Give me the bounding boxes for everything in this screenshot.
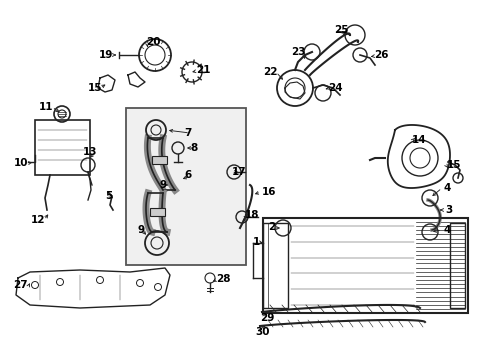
- Text: 13: 13: [82, 147, 97, 157]
- Bar: [152, 156, 167, 164]
- Text: 9: 9: [160, 180, 167, 190]
- Text: 5: 5: [104, 191, 112, 201]
- Text: 9: 9: [138, 225, 145, 235]
- Bar: [449, 223, 464, 308]
- Text: 25: 25: [333, 25, 348, 35]
- Bar: [263, 223, 287, 308]
- Text: 11: 11: [39, 102, 53, 112]
- Text: 15: 15: [87, 83, 102, 93]
- Text: 12: 12: [30, 215, 45, 225]
- Text: 1: 1: [252, 237, 260, 247]
- Text: 7: 7: [184, 128, 192, 138]
- Text: 29: 29: [260, 313, 274, 323]
- Text: 20: 20: [146, 37, 160, 47]
- Text: 26: 26: [373, 50, 387, 60]
- Text: 10: 10: [14, 158, 28, 168]
- Text: 17: 17: [231, 167, 246, 177]
- Text: 30: 30: [254, 327, 269, 337]
- Text: 23: 23: [291, 47, 305, 57]
- Text: 24: 24: [327, 83, 342, 93]
- Text: 3: 3: [444, 205, 451, 215]
- Text: 6: 6: [184, 170, 192, 180]
- Text: 21: 21: [196, 65, 210, 75]
- Text: 16: 16: [262, 187, 276, 197]
- Text: 14: 14: [411, 135, 426, 145]
- Bar: [126, 108, 245, 265]
- Bar: [150, 208, 164, 216]
- Text: 28: 28: [216, 274, 230, 284]
- Text: 19: 19: [99, 50, 113, 60]
- Text: 15: 15: [446, 160, 461, 170]
- Text: 4: 4: [442, 225, 449, 235]
- Text: 18: 18: [244, 210, 259, 220]
- Bar: [35, 120, 90, 175]
- Text: 8: 8: [190, 143, 198, 153]
- Text: 2: 2: [267, 222, 274, 232]
- Text: 22: 22: [263, 67, 278, 77]
- Text: 27: 27: [13, 280, 28, 290]
- Text: 4: 4: [442, 183, 449, 193]
- Bar: [263, 218, 467, 313]
